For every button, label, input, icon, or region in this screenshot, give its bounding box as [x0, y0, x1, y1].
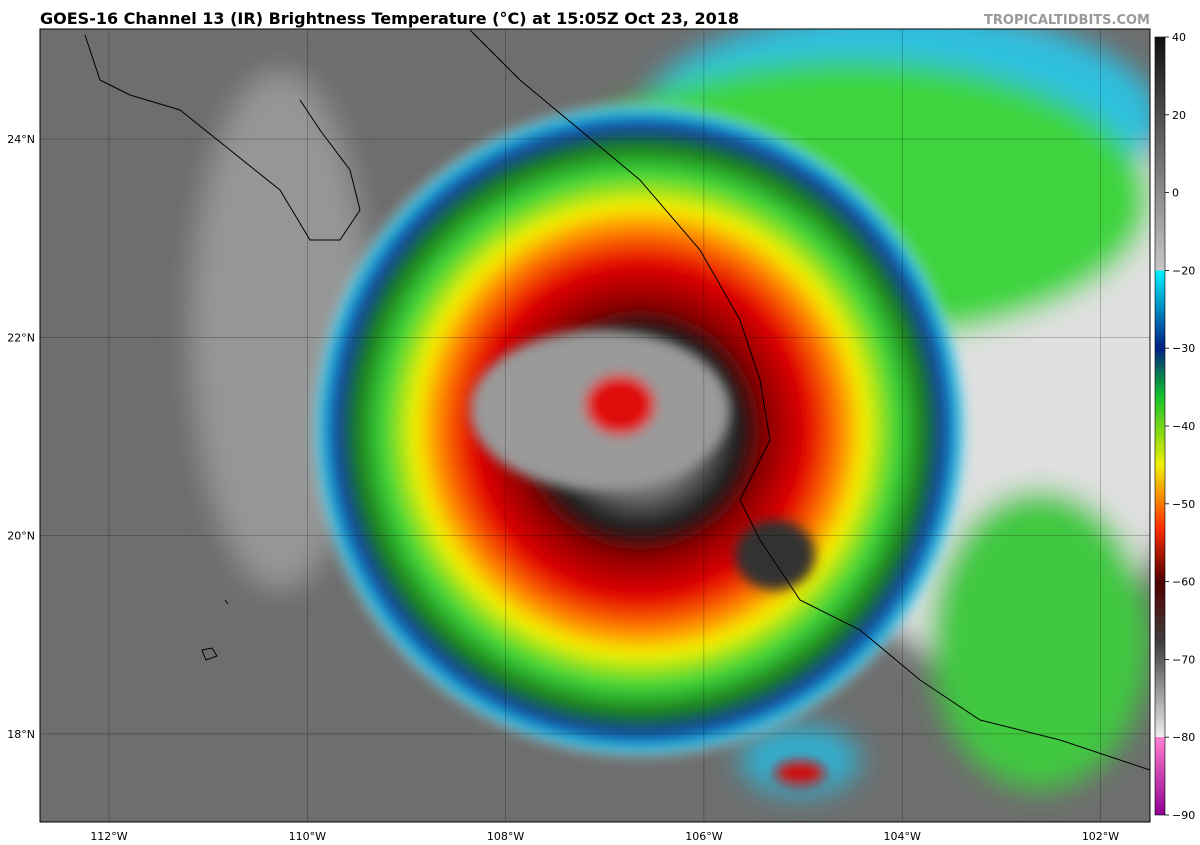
- lat-label: 22°N: [7, 331, 35, 344]
- lat-label: 24°N: [7, 133, 35, 146]
- colorbar-label: −70: [1172, 653, 1195, 666]
- colorbar-label: −60: [1172, 576, 1195, 589]
- lat-label: 18°N: [7, 728, 35, 741]
- colorbar-label: 40: [1172, 31, 1186, 44]
- colorbar-label: −30: [1172, 342, 1195, 355]
- coastline: [84, 34, 361, 241]
- lon-label: 110°W: [289, 830, 326, 843]
- lon-label: 108°W: [487, 830, 524, 843]
- colorbar-label: −50: [1172, 498, 1195, 511]
- satellite-image: [40, 29, 1150, 822]
- island: [201, 599, 229, 661]
- colorbar-label: −20: [1172, 264, 1195, 277]
- title: GOES-16 Channel 13 (IR) Brightness Tempe…: [40, 9, 739, 28]
- lat-label: 20°N: [7, 530, 35, 543]
- colorbar-label: −90: [1172, 809, 1195, 822]
- colorbar-label: 20: [1172, 109, 1186, 122]
- colorbar-label: 0: [1172, 187, 1179, 200]
- lon-label: 112°W: [90, 830, 127, 843]
- lon-label: 106°W: [685, 830, 722, 843]
- lon-label: 102°W: [1082, 830, 1119, 843]
- coastline: [469, 29, 1150, 771]
- colorbar: [1154, 36, 1166, 816]
- map-frame: [39, 28, 1151, 823]
- colorbar-label: −40: [1172, 420, 1195, 433]
- lon-label: 104°W: [884, 830, 921, 843]
- watermark: TROPICALTIDBITS.COM: [984, 13, 1150, 28]
- colorbar-label: −80: [1172, 731, 1195, 744]
